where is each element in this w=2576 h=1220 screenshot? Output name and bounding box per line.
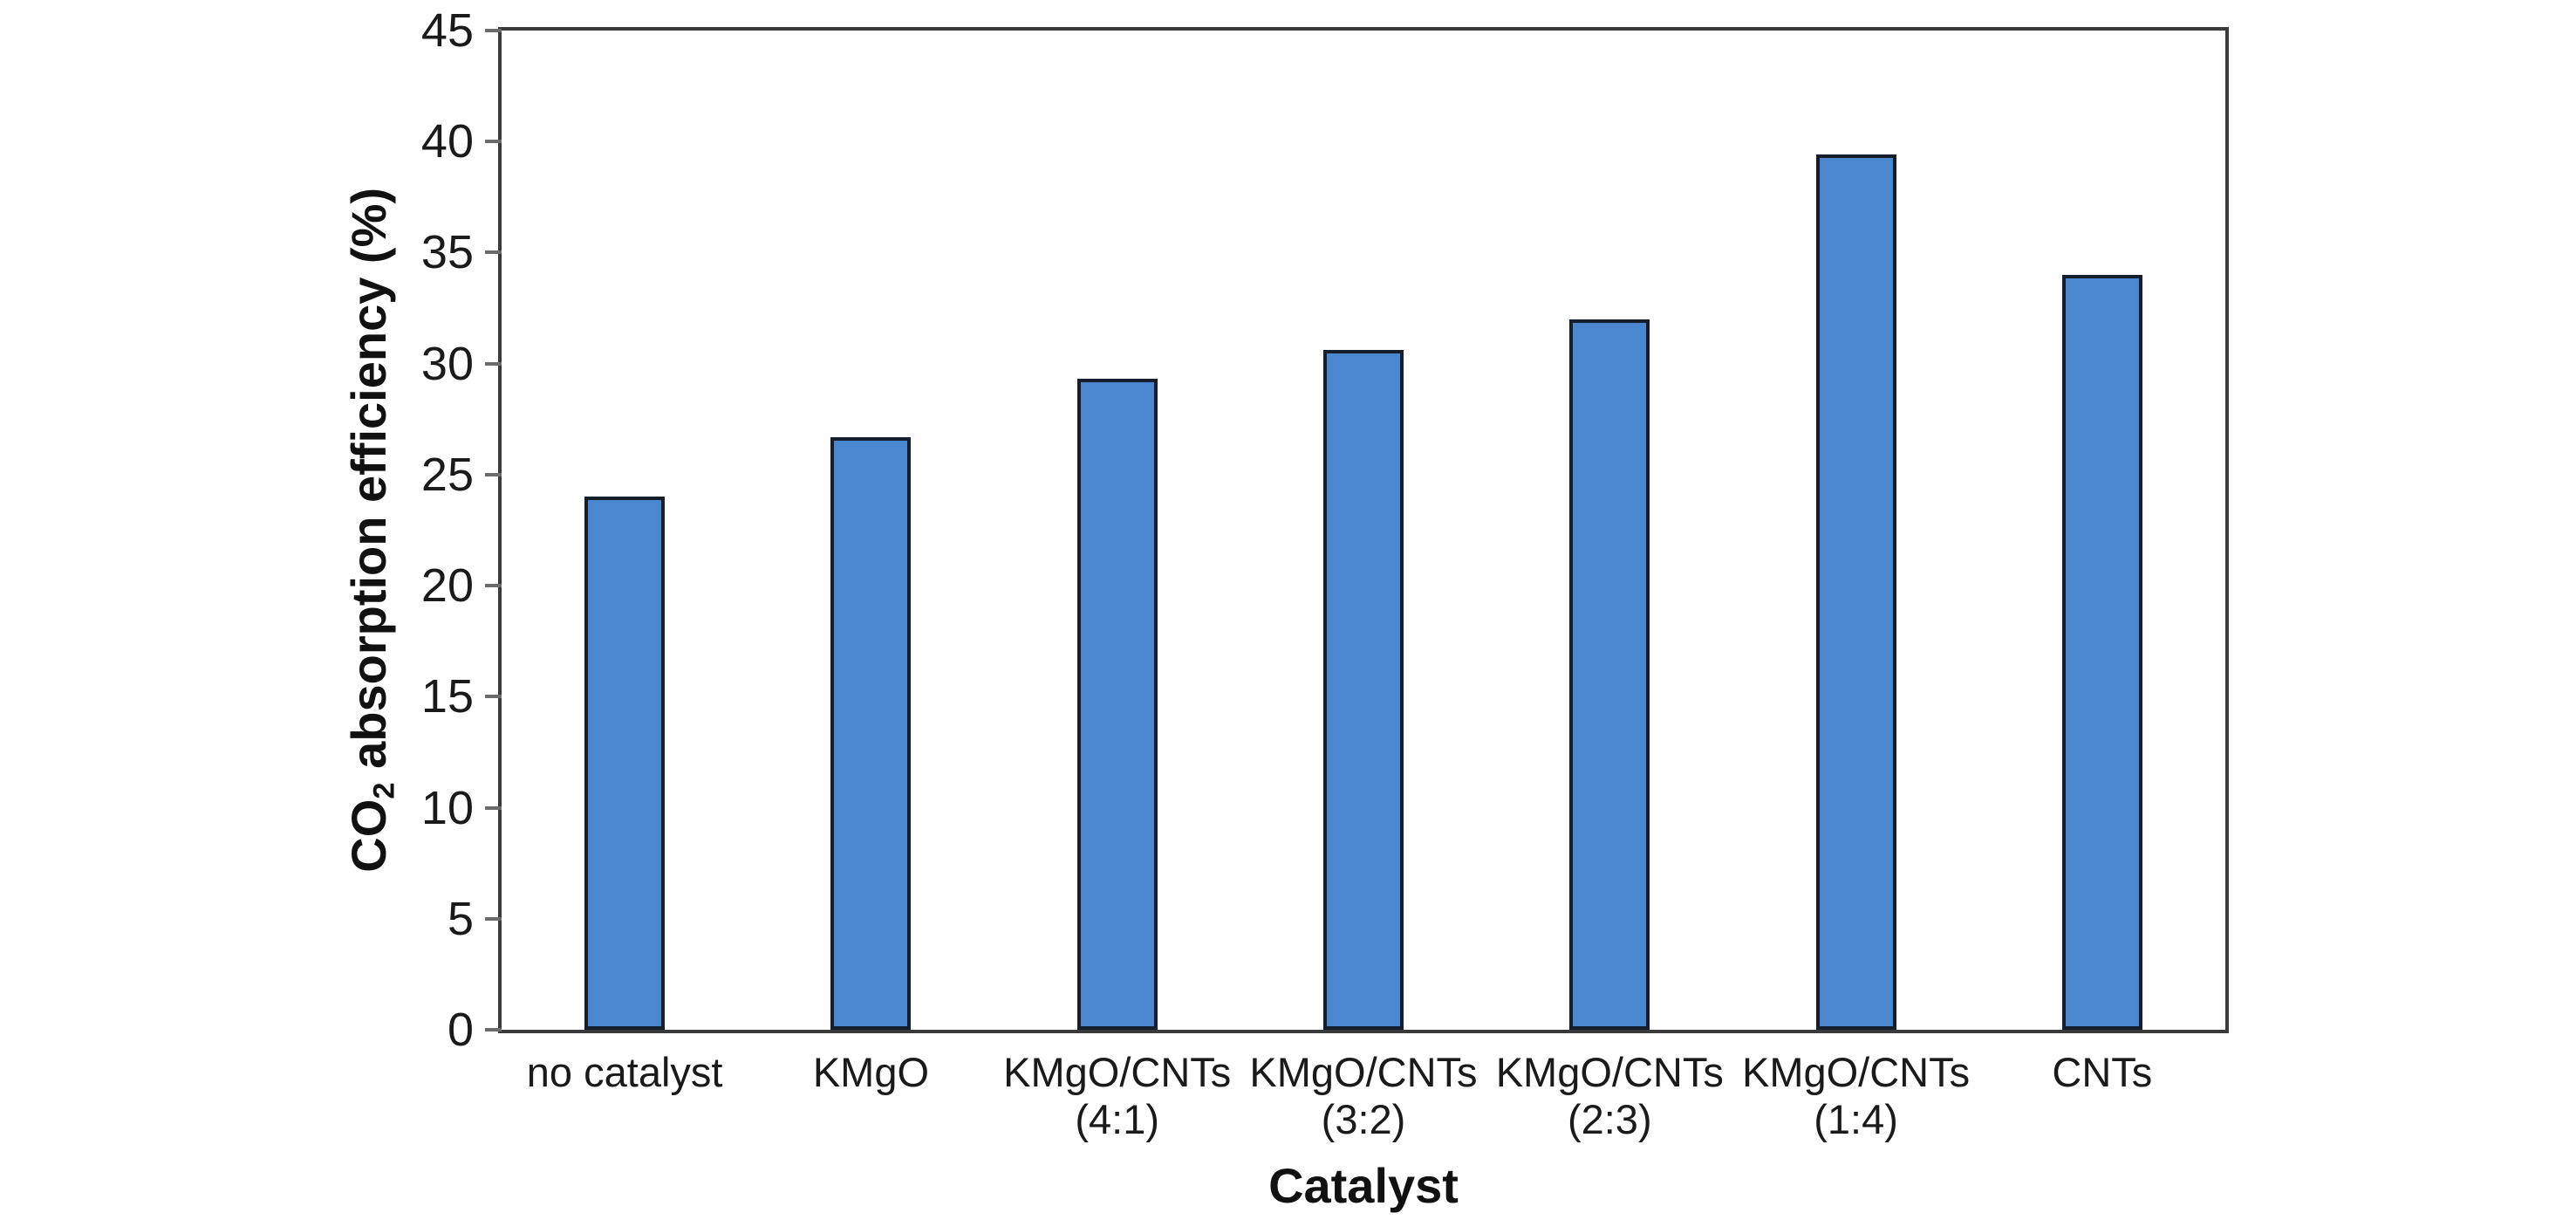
y-tick-mark [485, 584, 502, 588]
y-tick-mark [485, 1028, 502, 1032]
y-tick-mark [485, 472, 502, 476]
y-tick-mark [485, 916, 502, 921]
y-tick-label: 10 [420, 781, 474, 834]
y-tick-label: 30 [420, 337, 474, 390]
bar-kmgo-cnts-4-1 [1076, 379, 1158, 1030]
y-tick-label: 40 [420, 115, 474, 168]
bar-kmgo-cnts-3-2 [1323, 350, 1404, 1030]
y-tick-label: 20 [420, 559, 474, 613]
x-category-label-ratio: (1:4) [1814, 1096, 1898, 1142]
bar-cnts [2061, 274, 2142, 1030]
x-category-label: KMgO [812, 1049, 930, 1095]
x-category-label-ratio: (4:1) [1075, 1096, 1160, 1142]
bar-kmgo [830, 436, 912, 1030]
y-tick-mark [485, 140, 502, 144]
y-tick-mark [485, 250, 502, 255]
x-axis-title: Catalyst [1268, 1158, 1459, 1213]
x-category-label: KMgO/CNTs [1003, 1049, 1232, 1095]
y-tick-label: 5 [447, 892, 474, 945]
x-category-label: KMgO/CNTs [1495, 1049, 1724, 1095]
y-tick-label: 15 [420, 670, 474, 723]
x-category-label: CNTs [2052, 1049, 2153, 1095]
y-tick-mark [485, 805, 502, 810]
x-category-label-ratio: (3:2) [1321, 1096, 1406, 1142]
x-category-label-ratio: (2:3) [1567, 1096, 1652, 1142]
y-tick-label: 35 [420, 226, 474, 279]
x-category-label: KMgO/CNTs [1741, 1049, 1971, 1095]
y-tick-label: 45 [420, 4, 474, 57]
y-tick-mark [485, 361, 502, 366]
bar-no-catalyst [584, 497, 666, 1030]
x-category-label: KMgO/CNTs [1249, 1049, 1478, 1095]
bar-kmgo-cnts-2-3 [1569, 319, 1650, 1030]
y-tick-mark [485, 29, 502, 32]
x-category-label: no catalyst [526, 1049, 723, 1095]
bar-kmgo-cnts-1-4 [1815, 154, 1896, 1030]
y-tick-label: 0 [447, 1004, 474, 1056]
y-tick-label: 25 [420, 448, 474, 501]
y-tick-mark [485, 695, 502, 699]
